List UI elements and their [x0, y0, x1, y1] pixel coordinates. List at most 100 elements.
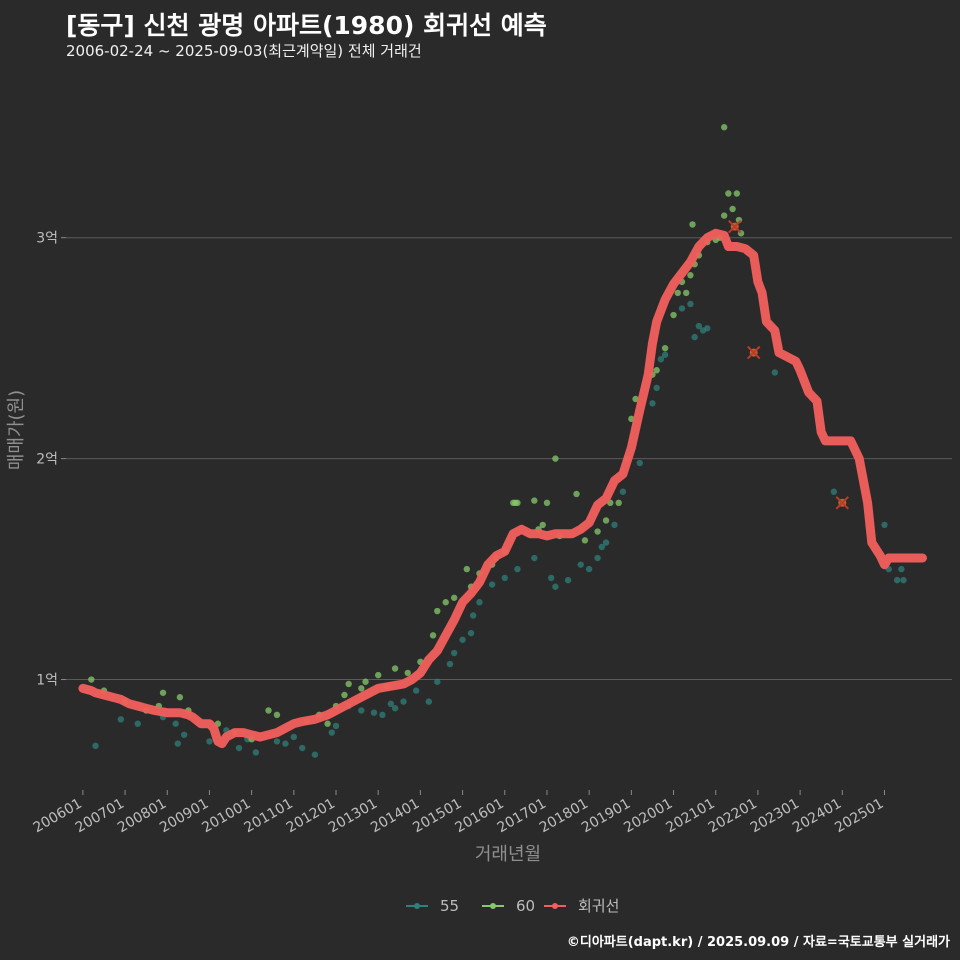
- data-point-55: [501, 574, 508, 582]
- data-point-60: [729, 205, 736, 213]
- outlier-cross-b: [728, 219, 742, 234]
- data-point-55: [649, 400, 656, 407]
- data-point-60: [615, 499, 622, 506]
- y-axis-ticks: 1억 2억 3억: [36, 231, 66, 689]
- data-point-55: [564, 576, 572, 584]
- data-point-55: [117, 716, 125, 723]
- legend-label: 55: [440, 897, 459, 915]
- data-point-55: [704, 325, 711, 332]
- data-point-60: [733, 190, 741, 197]
- data-point-60: [602, 517, 610, 524]
- data-point-60: [341, 691, 348, 699]
- data-point-55: [391, 705, 399, 712]
- data-point-55: [206, 738, 213, 745]
- data-point-60: [543, 499, 551, 506]
- data-point-55: [577, 561, 584, 568]
- source-caption: ©디아파트(dapt.kr) / 2025.09.09 / 자료=국토교통부 실…: [566, 935, 950, 950]
- data-point-60: [404, 669, 411, 677]
- data-point-60: [539, 521, 546, 529]
- data-point-60: [674, 289, 681, 297]
- data-point-55: [290, 733, 298, 741]
- legend-item-2: 60: [482, 897, 535, 915]
- data-point-60: [362, 678, 369, 685]
- data-point-55: [657, 356, 665, 363]
- data-point-55: [893, 576, 901, 584]
- data-point-55: [358, 707, 365, 714]
- y-tick-label: 2억: [36, 452, 58, 468]
- data-point-60: [434, 607, 441, 615]
- data-point-55: [252, 749, 260, 756]
- outlier-marker: [728, 219, 742, 234]
- data-point-60: [689, 221, 696, 228]
- data-point-55: [695, 322, 703, 330]
- data-point-55: [311, 751, 319, 758]
- data-point-60: [159, 689, 167, 696]
- data-point-55: [547, 574, 555, 582]
- x-tick-label: 202501: [832, 796, 886, 837]
- data-point-60: [552, 455, 559, 462]
- data-point-55: [450, 649, 458, 657]
- data-point-55: [180, 731, 188, 738]
- outlier-cross-b: [746, 345, 761, 360]
- data-point-55: [174, 740, 182, 747]
- legend: 55 60 회귀선: [406, 897, 619, 915]
- series-55-points: [92, 300, 907, 758]
- data-point-60: [450, 594, 458, 601]
- data-point-55: [611, 521, 618, 529]
- outlier-marker: [835, 496, 850, 510]
- data-point-55: [585, 565, 593, 573]
- data-point-60: [88, 676, 95, 683]
- y-axis-title: 매매가(원): [6, 390, 27, 470]
- data-point-60: [442, 599, 449, 606]
- data-point-60: [531, 497, 538, 504]
- chart-title: [동구] 신천 광명 아파트(1980) 회귀선 예측: [66, 11, 547, 40]
- data-point-55: [900, 576, 907, 584]
- data-point-55: [476, 599, 483, 606]
- legend-key-dot: [414, 903, 420, 909]
- data-point-60: [594, 528, 601, 535]
- data-point-60: [358, 685, 365, 692]
- data-point-55: [467, 629, 475, 637]
- x-axis-title: 거래년월: [475, 844, 541, 865]
- data-point-60: [573, 490, 580, 498]
- data-point-55: [172, 720, 179, 727]
- data-point-55: [653, 384, 660, 392]
- data-point-55: [446, 660, 454, 668]
- data-point-55: [299, 744, 306, 752]
- data-point-55: [273, 738, 281, 745]
- x-axis-ticks: 2006012007012008012009012010012011012012…: [31, 790, 886, 837]
- data-point-60: [632, 395, 639, 403]
- outlier-cross-b: [835, 496, 850, 510]
- data-point-55: [134, 720, 141, 727]
- data-point-60: [687, 272, 694, 279]
- data-point-60: [324, 720, 331, 727]
- outlier-markers: [728, 219, 850, 510]
- data-point-60: [683, 289, 690, 297]
- data-point-60: [653, 367, 660, 374]
- data-point-55: [661, 351, 669, 358]
- data-point-55: [531, 554, 538, 562]
- data-point-55: [282, 740, 289, 747]
- legend-item-3: 회귀선: [544, 897, 619, 915]
- data-point-60: [725, 190, 732, 197]
- legend-key-dot: [490, 903, 496, 909]
- data-point-60: [720, 212, 728, 219]
- legend-label: 60: [516, 897, 535, 915]
- data-point-55: [598, 543, 606, 551]
- data-point-55: [830, 488, 838, 495]
- gridlines: [66, 237, 952, 681]
- outlier-marker: [746, 345, 761, 360]
- data-point-55: [434, 678, 441, 685]
- data-point-55: [400, 698, 407, 705]
- data-point-55: [898, 565, 905, 573]
- regression-path: [78, 228, 927, 749]
- regression-line: [78, 228, 927, 749]
- data-point-55: [881, 521, 888, 529]
- data-point-60: [581, 537, 589, 544]
- data-point-55: [387, 700, 395, 708]
- legend-label: 회귀선: [578, 897, 619, 915]
- data-point-60: [463, 565, 471, 573]
- data-point-60: [391, 665, 399, 672]
- data-point-55: [594, 554, 601, 562]
- data-point-60: [514, 499, 521, 506]
